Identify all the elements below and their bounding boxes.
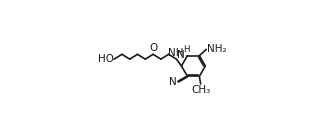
Text: CH₃: CH₃ [191,85,210,95]
Text: O: O [149,43,157,53]
Text: HO: HO [97,54,114,64]
Text: N: N [169,77,177,87]
Text: NH: NH [168,48,184,58]
Text: NH₂: NH₂ [207,44,227,54]
Text: H: H [184,45,190,54]
Text: N: N [177,50,185,60]
